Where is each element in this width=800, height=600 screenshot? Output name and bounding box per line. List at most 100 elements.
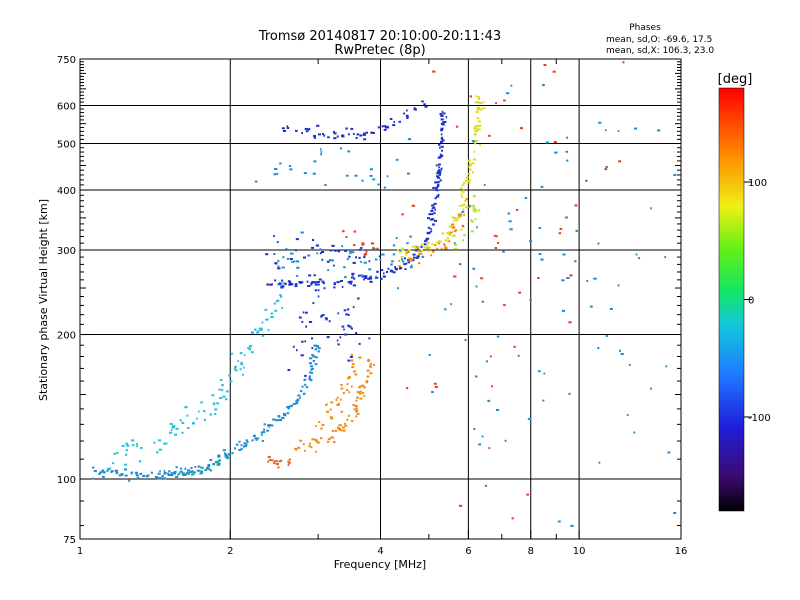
data-point [222,449,226,452]
data-point [293,260,296,263]
data-point [360,274,364,277]
data-point [114,469,118,472]
data-point [372,178,376,181]
data-point [304,340,307,343]
data-point [270,283,273,286]
data-point [314,363,318,366]
data-point [381,253,385,256]
data-point [273,462,276,465]
data-point [574,260,577,263]
data-point [317,283,320,286]
data-point [341,285,344,288]
data-point [562,253,566,256]
data-point [295,238,299,241]
data-point [233,367,236,370]
data-point [230,352,233,355]
data-point [392,253,396,256]
data-point [461,211,463,214]
data-point [413,108,417,111]
data-point [308,274,312,277]
data-point [476,117,480,119]
data-point [313,274,316,277]
data-point [358,248,362,251]
data-point [453,275,457,278]
data-point [355,256,357,259]
data-point [426,237,430,240]
data-point [343,309,347,312]
data-point [427,246,431,249]
data-point [350,385,353,388]
data-point [479,108,483,111]
data-point [339,336,342,339]
data-point [248,348,251,351]
data-point [251,439,254,442]
data-point [484,484,488,487]
data-point [543,372,546,375]
data-point [503,99,506,102]
grid-layer [80,59,681,539]
data-point [491,385,493,388]
data-point [309,357,313,360]
data-point [174,470,177,473]
data-point [336,426,340,429]
data-point [296,266,300,269]
data-point [324,184,327,186]
data-point [341,245,344,248]
data-point [673,512,677,514]
data-point [401,258,404,261]
data-point [348,249,352,252]
data-point [437,181,440,184]
data-point [434,181,438,184]
data-point [520,127,523,130]
data-point [657,129,661,132]
data-point [136,442,138,445]
data-point [650,207,652,210]
data-point [518,291,522,294]
data-point [440,127,444,130]
data-point [239,352,243,355]
data-point [431,204,435,207]
data-point [392,271,396,274]
data-point [479,102,483,104]
data-point [290,283,294,286]
data-point [276,172,279,175]
data-point [480,277,484,280]
data-point [478,124,481,127]
data-point [410,264,413,267]
data-point [92,477,95,480]
data-point [315,425,317,427]
data-point [339,429,343,432]
data-point [460,187,463,190]
data-point [368,268,372,271]
data-point [333,286,336,289]
data-point [473,127,476,130]
data-point [472,267,476,270]
data-point [361,384,365,387]
data-point [301,340,304,343]
data-point [470,219,472,222]
data-point [193,471,196,474]
data-point [351,273,354,276]
data-point [489,355,492,358]
data-point [453,219,455,222]
data-point [240,447,243,450]
data-point [349,252,352,255]
data-point [170,474,174,477]
data-point [337,250,340,253]
data-point [622,61,625,64]
data-point [403,112,406,115]
data-point [274,460,277,463]
data-point [363,256,366,259]
data-point [348,281,351,284]
data-point [397,287,399,290]
data-point [314,348,317,351]
data-point [559,227,563,230]
data-point [438,173,441,176]
data-point [296,274,299,277]
data-point [414,249,418,252]
data-point [638,257,641,260]
data-point [474,142,477,145]
data-point [346,308,350,311]
data-point [296,398,299,401]
data-point [447,231,450,234]
